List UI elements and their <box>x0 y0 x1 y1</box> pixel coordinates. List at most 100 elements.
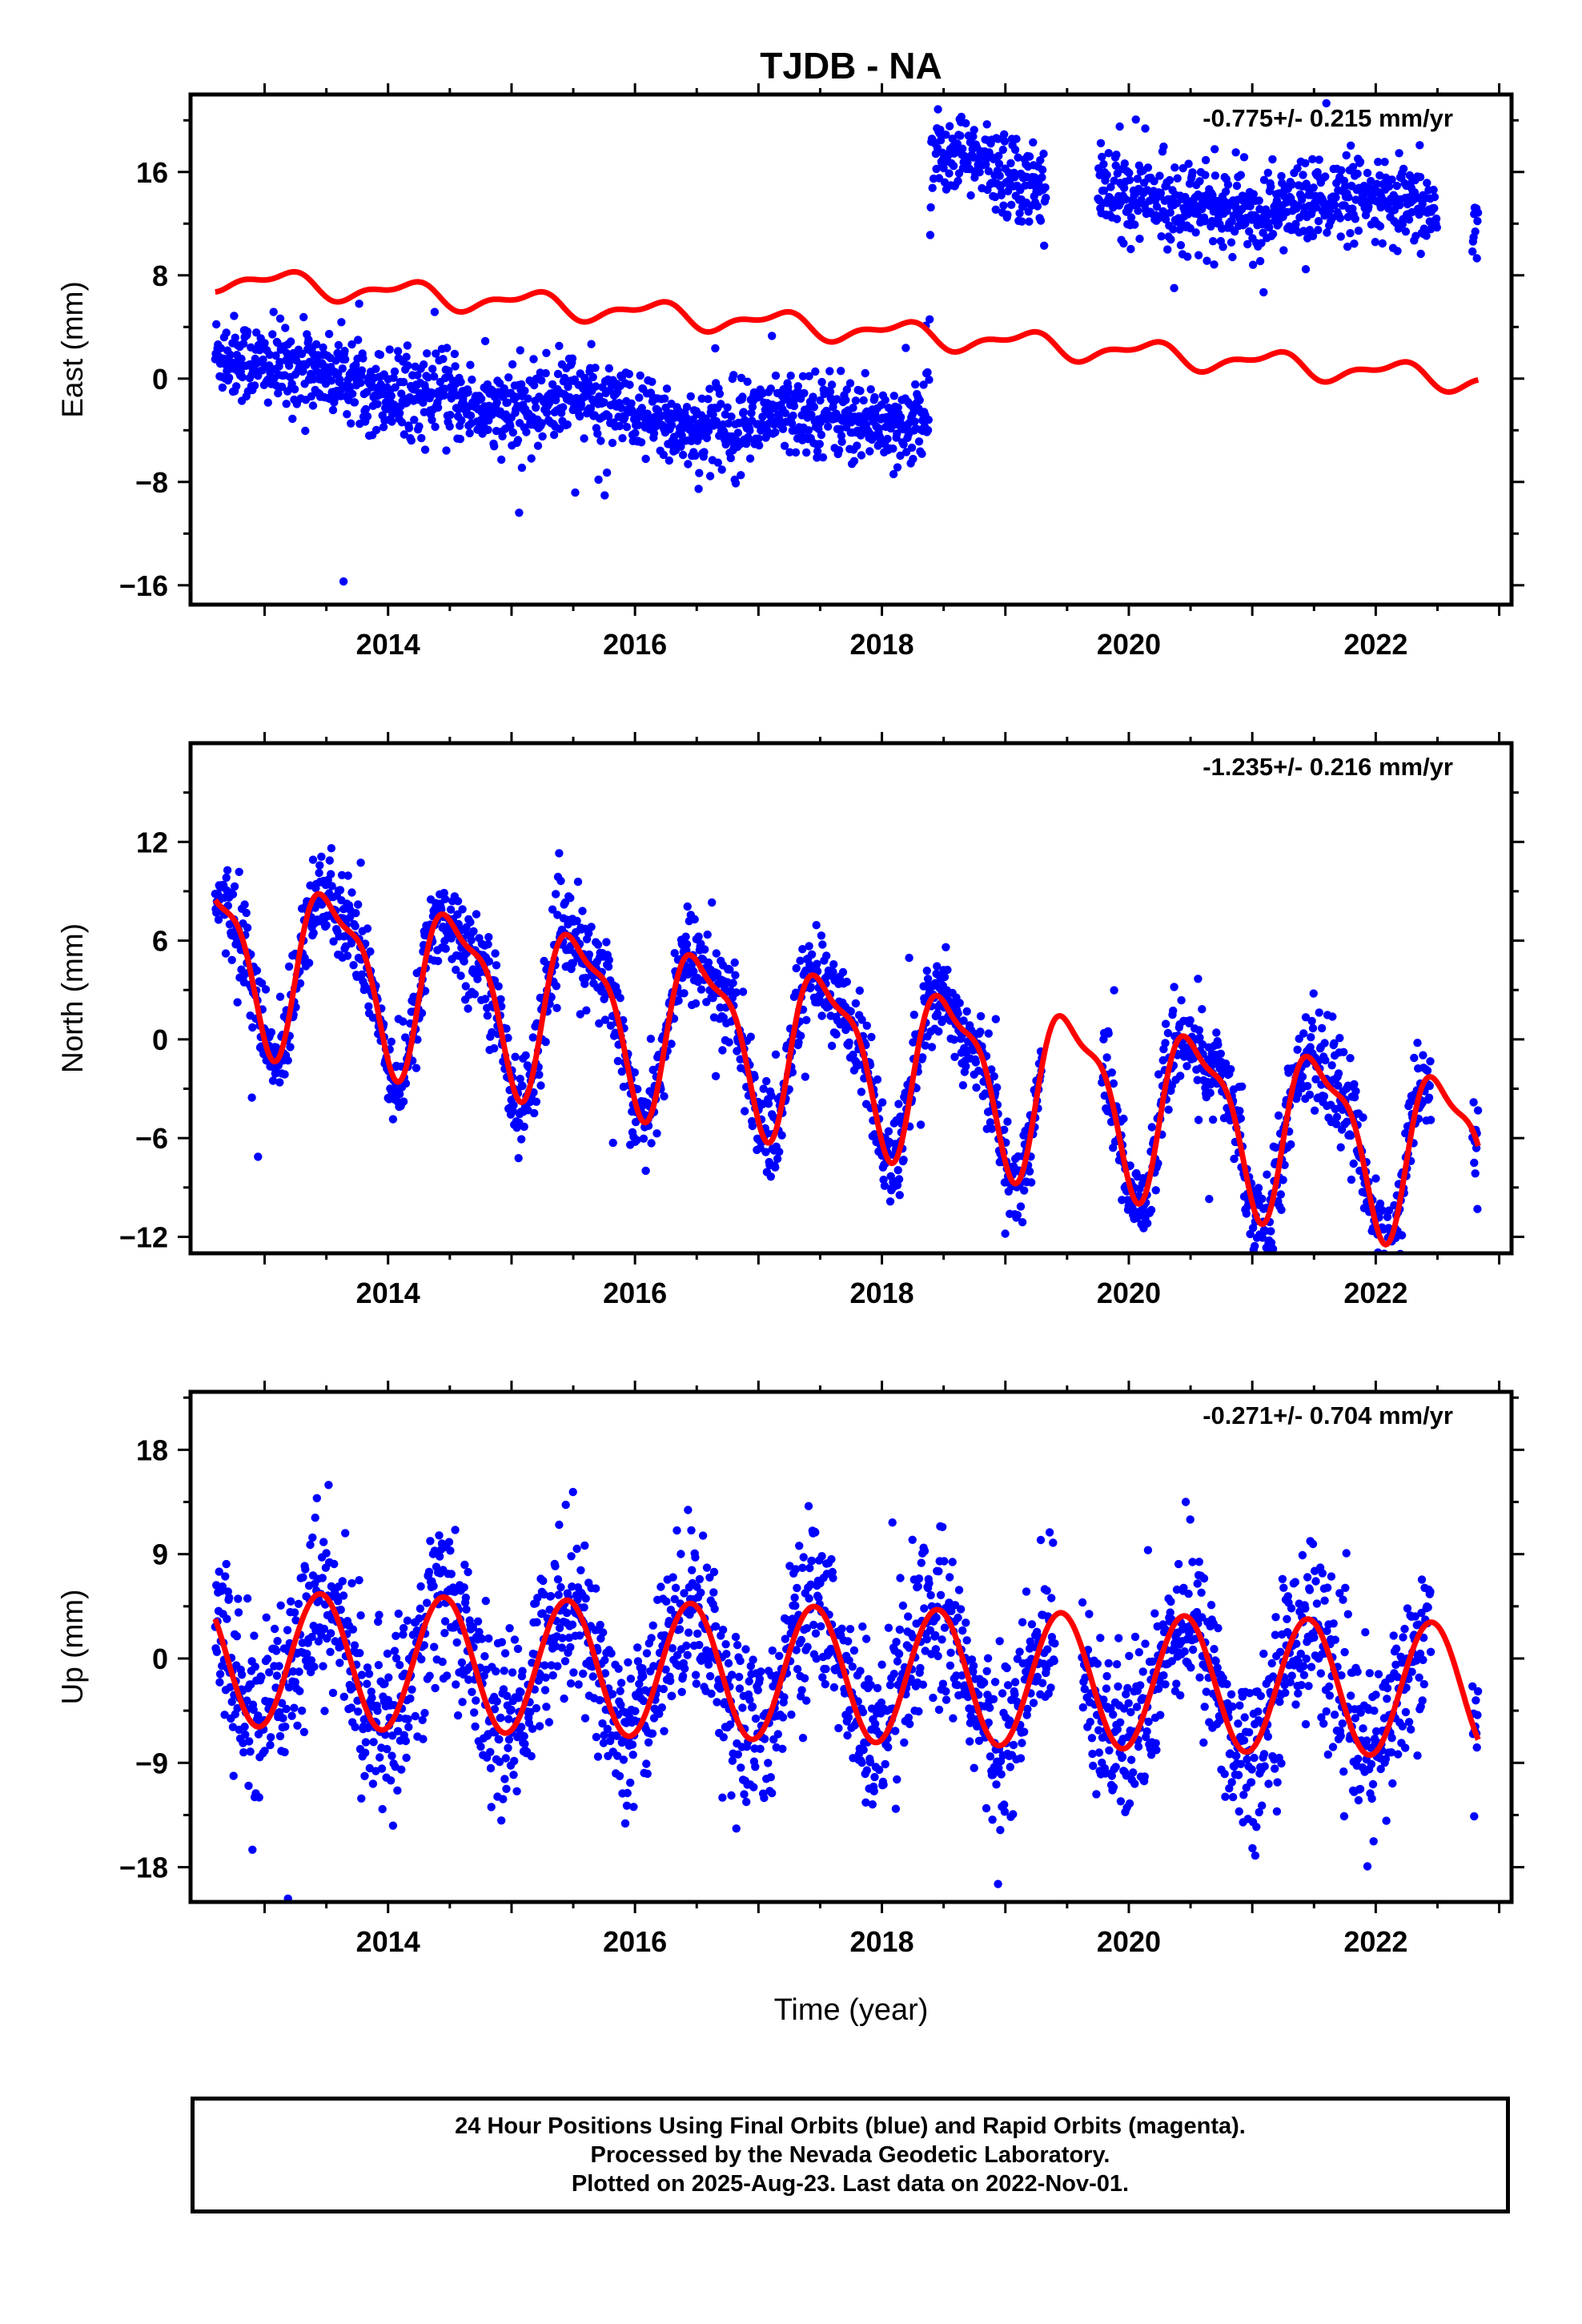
data-point <box>625 380 634 389</box>
data-point <box>379 423 388 432</box>
data-point <box>593 940 603 949</box>
data-point <box>660 1092 669 1101</box>
data-point <box>486 1763 496 1773</box>
data-point <box>1380 158 1389 167</box>
data-point <box>1208 237 1218 246</box>
data-point <box>1267 183 1275 191</box>
data-point <box>429 1582 438 1590</box>
data-point <box>743 377 752 386</box>
data-point <box>995 171 1004 180</box>
data-point <box>373 400 382 408</box>
data-point <box>1133 175 1142 183</box>
data-point <box>793 382 802 391</box>
data-point <box>1294 1090 1303 1099</box>
data-point <box>334 1597 343 1606</box>
data-point <box>351 922 359 931</box>
data-point <box>725 965 734 974</box>
data-point <box>548 905 557 914</box>
data-point <box>428 416 436 424</box>
data-point <box>715 389 725 398</box>
data-point <box>1186 1015 1195 1025</box>
data-point <box>1314 216 1323 226</box>
data-point <box>231 333 239 342</box>
data-point <box>1342 151 1351 160</box>
data-point <box>241 1730 250 1739</box>
data-point <box>350 398 359 407</box>
data-point <box>1336 1143 1345 1152</box>
data-point <box>452 1680 460 1689</box>
data-point <box>1322 99 1331 108</box>
data-point <box>1236 171 1246 179</box>
data-point <box>312 1494 321 1503</box>
data-point <box>1353 169 1362 179</box>
data-point <box>287 1597 295 1606</box>
data-point <box>476 1742 485 1751</box>
data-point <box>1141 124 1150 133</box>
data-point <box>530 380 539 390</box>
data-point <box>484 933 493 942</box>
data-point <box>1363 168 1372 178</box>
data-point <box>1152 202 1162 211</box>
data-point <box>500 1649 510 1658</box>
data-point <box>766 384 775 393</box>
data-point <box>1410 1053 1419 1063</box>
data-point <box>430 1642 439 1651</box>
data-point <box>571 488 580 497</box>
data-point <box>1003 210 1012 219</box>
data-point <box>257 1672 266 1682</box>
data-point <box>375 350 385 360</box>
data-point <box>914 437 924 446</box>
data-point <box>910 417 919 426</box>
data-point <box>1258 1194 1267 1204</box>
data-point <box>1255 256 1265 266</box>
data-point <box>1423 179 1431 187</box>
data-point <box>456 435 465 444</box>
data-point <box>542 408 552 417</box>
data-point <box>1347 1131 1355 1140</box>
x-tick-label: 2020 <box>1097 628 1161 661</box>
data-point <box>824 422 833 431</box>
data-point <box>301 1565 310 1574</box>
data-point <box>401 1079 411 1088</box>
data-point <box>307 392 316 401</box>
data-point <box>582 1006 591 1015</box>
data-point <box>881 396 889 404</box>
data-point <box>1323 228 1331 237</box>
data-point <box>723 403 732 412</box>
data-point <box>636 371 644 380</box>
data-point <box>842 385 852 394</box>
data-point <box>691 999 701 1008</box>
data-point <box>354 900 363 909</box>
data-point <box>529 355 538 364</box>
data-point <box>797 1031 805 1040</box>
data-point <box>530 1108 539 1118</box>
data-point <box>319 1624 329 1634</box>
data-point <box>456 971 465 980</box>
data-point <box>559 403 568 412</box>
data-point <box>595 1019 604 1028</box>
data-point <box>461 1593 470 1602</box>
data-point <box>520 386 529 396</box>
data-point <box>709 410 717 419</box>
data-point <box>538 432 547 441</box>
data-point <box>982 120 991 129</box>
data-point <box>216 344 225 352</box>
data-point <box>533 441 543 450</box>
data-point <box>798 945 807 954</box>
data-point <box>288 414 297 424</box>
data-point <box>866 385 875 394</box>
data-point <box>991 1015 1001 1023</box>
data-point <box>1033 202 1042 211</box>
data-point <box>594 475 603 485</box>
data-point <box>436 1552 444 1561</box>
data-point <box>267 1027 276 1037</box>
data-point <box>584 380 593 388</box>
data-point <box>1426 1057 1435 1066</box>
data-point <box>290 384 299 394</box>
data-point <box>371 364 380 373</box>
data-point <box>1193 1076 1202 1084</box>
data-point <box>1355 157 1365 167</box>
data-point <box>471 1722 480 1731</box>
data-point <box>532 1618 541 1626</box>
data-point <box>918 1053 927 1062</box>
